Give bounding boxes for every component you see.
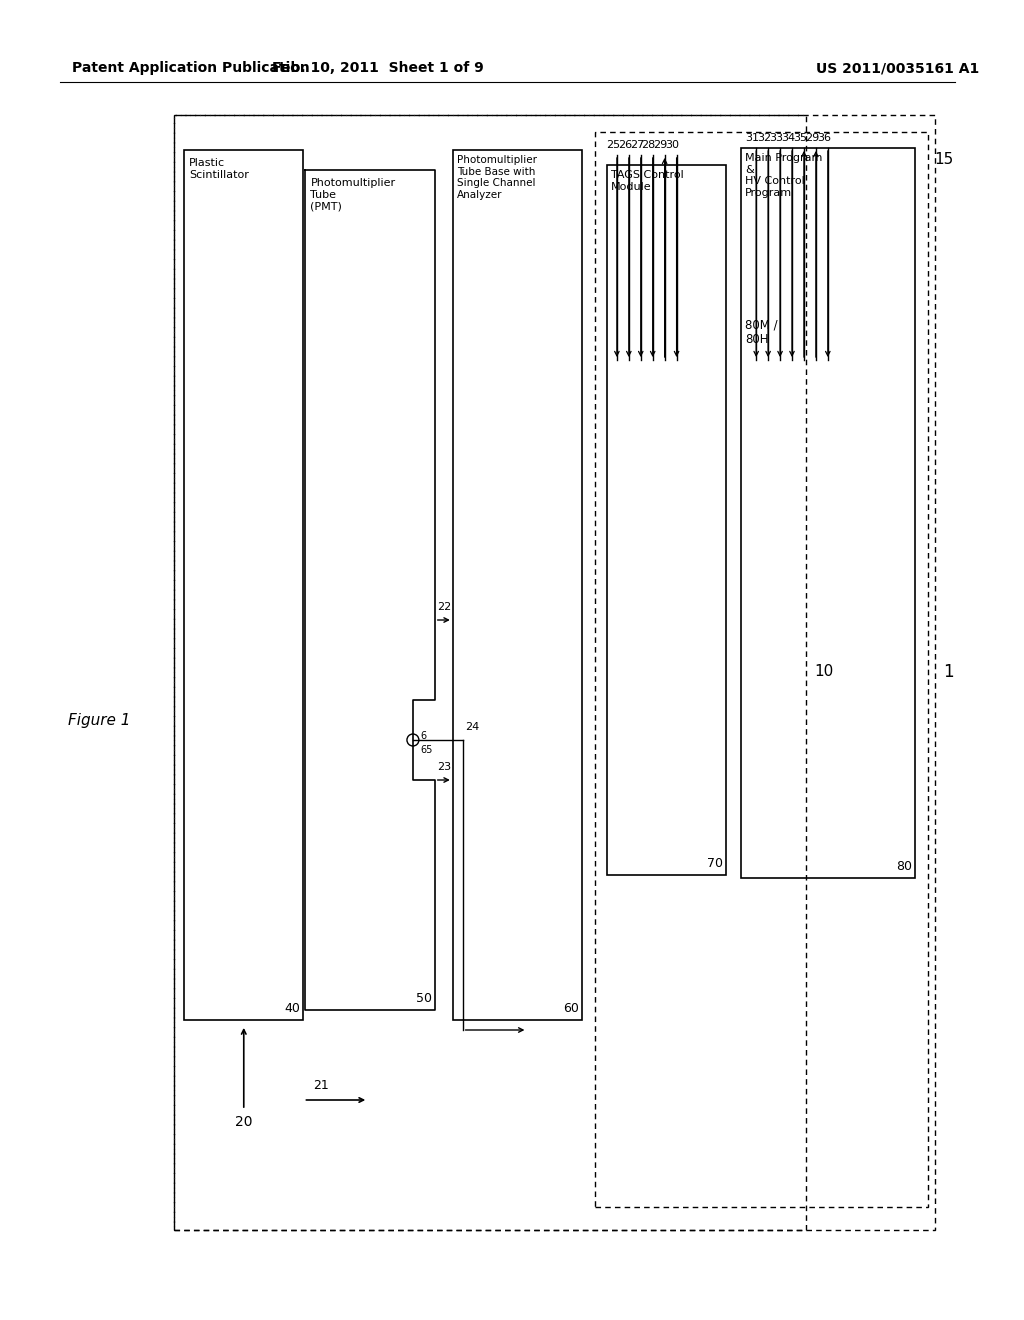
Text: 60: 60 — [563, 1002, 580, 1015]
Text: 29: 29 — [805, 133, 819, 143]
Text: Photomultiplier
Tube Base with
Single Channel
Analyzer: Photomultiplier Tube Base with Single Ch… — [457, 154, 537, 199]
Bar — [174, 115, 935, 1230]
Text: 1: 1 — [943, 663, 954, 681]
Bar — [595, 132, 929, 1206]
Text: 21: 21 — [313, 1078, 330, 1092]
Text: 32: 32 — [757, 133, 771, 143]
Bar — [174, 115, 806, 1230]
Text: 80M /
80H: 80M / 80H — [745, 318, 778, 346]
Text: 22: 22 — [436, 602, 451, 612]
Text: 29: 29 — [653, 140, 668, 150]
Text: Patent Application Publication: Patent Application Publication — [72, 61, 309, 75]
Bar — [607, 165, 726, 875]
Text: 40: 40 — [285, 1002, 300, 1015]
Text: TAGS Control
Module: TAGS Control Module — [611, 170, 684, 191]
Text: 33: 33 — [769, 133, 783, 143]
Bar — [741, 148, 915, 878]
Text: 24: 24 — [465, 722, 479, 733]
Text: Figure 1: Figure 1 — [68, 713, 130, 727]
Bar — [184, 150, 303, 1020]
Text: 34: 34 — [781, 133, 795, 143]
Text: 15: 15 — [934, 152, 953, 168]
Text: 6: 6 — [421, 731, 427, 741]
Text: 30: 30 — [666, 140, 680, 150]
Text: 23: 23 — [436, 762, 451, 772]
Text: 50: 50 — [416, 993, 432, 1005]
Text: US 2011/0035161 A1: US 2011/0035161 A1 — [816, 61, 979, 75]
Text: Feb. 10, 2011  Sheet 1 of 9: Feb. 10, 2011 Sheet 1 of 9 — [272, 61, 484, 75]
Text: 31: 31 — [745, 133, 759, 143]
Text: 10: 10 — [814, 664, 834, 680]
Text: Plastic
Scintillator: Plastic Scintillator — [189, 158, 249, 180]
Text: 65: 65 — [421, 744, 433, 755]
Bar — [453, 150, 582, 1020]
Text: 25: 25 — [606, 140, 620, 150]
Text: 20: 20 — [236, 1115, 253, 1129]
Text: 35: 35 — [793, 133, 807, 143]
Text: 28: 28 — [642, 140, 655, 150]
Text: Main Program
&
HV Control
Program: Main Program & HV Control Program — [745, 153, 822, 198]
Text: 70: 70 — [708, 857, 723, 870]
Text: 80: 80 — [896, 861, 912, 873]
Text: 26: 26 — [617, 140, 632, 150]
Text: Photomultiplier
Tube
(PMT): Photomultiplier Tube (PMT) — [310, 178, 395, 211]
Text: 36: 36 — [817, 133, 830, 143]
Text: 27: 27 — [630, 140, 644, 150]
